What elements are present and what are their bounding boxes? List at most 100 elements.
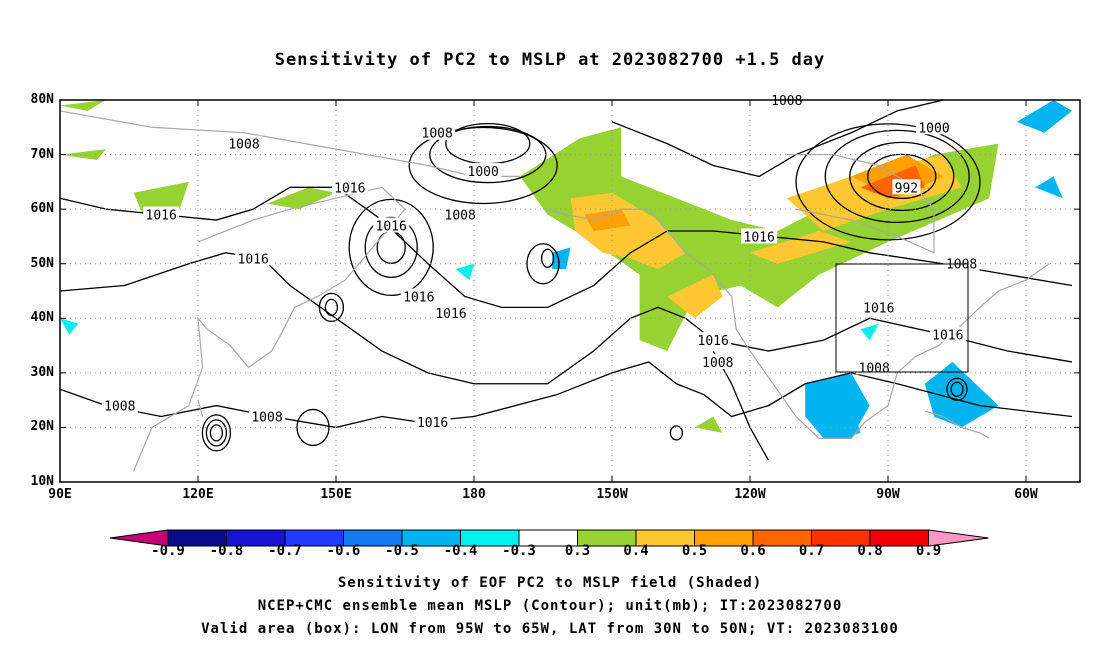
colorbar-label: 0.8 xyxy=(857,543,883,559)
lon-label: 180 xyxy=(462,487,486,502)
sensitivity-patch xyxy=(584,209,631,231)
sensitivity-patch xyxy=(667,274,723,319)
contour-label: 1016 xyxy=(932,329,963,344)
lat-label: 80N xyxy=(30,92,54,107)
contour-label: 1016 xyxy=(435,307,466,322)
contour-label: 1016 xyxy=(863,301,894,316)
sensitivity-shading xyxy=(60,100,1072,439)
map-frame xyxy=(59,99,1081,483)
sensitivity-patch xyxy=(694,416,723,433)
sensitivity-patch xyxy=(750,230,852,264)
contour-label-bg xyxy=(433,304,469,320)
contour-label-bg xyxy=(226,135,262,151)
contour-label: 1008 xyxy=(859,361,890,376)
contour-label-bg xyxy=(414,413,451,429)
lat-label: 70N xyxy=(30,146,54,162)
contour-label: 1016 xyxy=(698,334,729,349)
caption-line-3: Valid area (box): LON from 95W to 65W, L… xyxy=(201,621,899,637)
lon-label: 90E xyxy=(48,487,72,502)
contour-label-bg xyxy=(929,326,966,342)
sensitivity-patch xyxy=(1035,176,1063,199)
contour-label-bg xyxy=(943,255,980,271)
contour-label: 1008 xyxy=(445,209,476,224)
isobar xyxy=(209,424,224,442)
contour-label-bg xyxy=(465,162,502,178)
isobar xyxy=(669,425,684,441)
isobar xyxy=(59,186,1073,309)
contour-label: 1016 xyxy=(403,290,434,305)
contour-label: 1008 xyxy=(771,94,802,109)
isobar xyxy=(611,99,944,178)
colorbar-label: 0.5 xyxy=(681,543,708,559)
lon-label: 120E xyxy=(182,487,214,502)
isobar xyxy=(950,381,964,397)
contour-label-bg xyxy=(442,206,479,222)
contour-label: 1016 xyxy=(146,209,177,224)
contour-label: 1016 xyxy=(417,416,448,431)
contour-label-bg xyxy=(856,359,893,375)
sensitivity-patch xyxy=(267,187,336,210)
contour-label: 1016 xyxy=(376,220,407,235)
contour-label: 1008 xyxy=(251,411,282,426)
contour-label-bg xyxy=(331,179,368,195)
sensitivity-patch xyxy=(60,318,79,335)
contour-label: 1016 xyxy=(744,230,775,245)
coastline xyxy=(924,410,990,439)
lon-label: 120W xyxy=(734,487,766,502)
isobar xyxy=(205,419,228,447)
colorbar-label: 0.7 xyxy=(798,543,825,559)
sensitivity-patch xyxy=(455,263,474,281)
contour-label-bg xyxy=(101,397,138,413)
lon-label: 60W xyxy=(1014,487,1038,502)
isobar xyxy=(946,377,968,401)
lon-label: 90W xyxy=(876,487,900,502)
colorbar-label: -0.4 xyxy=(443,543,478,559)
contour-label: 1008 xyxy=(228,138,259,153)
contour-label: 1008 xyxy=(422,127,453,142)
contour-label-bg xyxy=(400,288,437,304)
contour-label: 1008 xyxy=(946,258,977,273)
lat-label: 40N xyxy=(30,310,54,326)
coastline xyxy=(197,399,204,417)
isobar xyxy=(540,248,555,268)
sensitivity-patch xyxy=(60,149,106,161)
colorbar-label: 0.9 xyxy=(915,543,942,559)
contour-label-bg xyxy=(419,124,456,140)
contour-label-bg xyxy=(235,250,272,266)
isobar xyxy=(376,230,406,264)
contour-labels: 1008101610161008100810001016101610161016… xyxy=(101,92,980,431)
isobar xyxy=(824,129,970,224)
isobar xyxy=(849,141,955,212)
contour-label: 1008 xyxy=(104,400,135,415)
colorbar-label: 0.6 xyxy=(740,543,766,559)
colorbar xyxy=(109,529,989,547)
isobar xyxy=(59,361,1073,429)
contour-label-bg xyxy=(892,179,921,195)
contour-label: 1000 xyxy=(918,121,949,136)
lat-label: 30N xyxy=(30,364,54,380)
isobar xyxy=(324,298,339,317)
contour-label: 1000 xyxy=(468,165,499,180)
coastline xyxy=(59,110,520,177)
axis-ticks xyxy=(59,99,1080,483)
sensitivity-patch xyxy=(570,192,686,270)
coastline xyxy=(786,153,935,254)
isobar xyxy=(364,216,418,278)
sensitivity-patch xyxy=(133,181,189,215)
sensitivity-patch xyxy=(60,100,106,111)
contour-label-bg xyxy=(699,353,736,369)
contour-label: 992 xyxy=(895,181,918,196)
sensitivity-patch xyxy=(1016,100,1072,133)
chart-title: Sensitivity of PC2 to MSLP at 2023082700… xyxy=(274,50,826,70)
valid-area-box xyxy=(835,263,969,373)
contour-label-bg xyxy=(741,228,778,244)
caption-line-1: Sensitivity of EOF PC2 to MSLP field (Sh… xyxy=(337,575,763,591)
colorbar-label: -0.9 xyxy=(151,543,185,559)
isobar xyxy=(318,292,345,323)
colorbar-label: 0.4 xyxy=(623,543,649,559)
contour-label: 1008 xyxy=(702,356,733,371)
caption-line-2: NCEP+CMC ensemble mean MSLP (Contour); u… xyxy=(257,598,843,614)
lon-label: 150W xyxy=(596,487,628,502)
sensitivity-patch xyxy=(860,323,879,341)
